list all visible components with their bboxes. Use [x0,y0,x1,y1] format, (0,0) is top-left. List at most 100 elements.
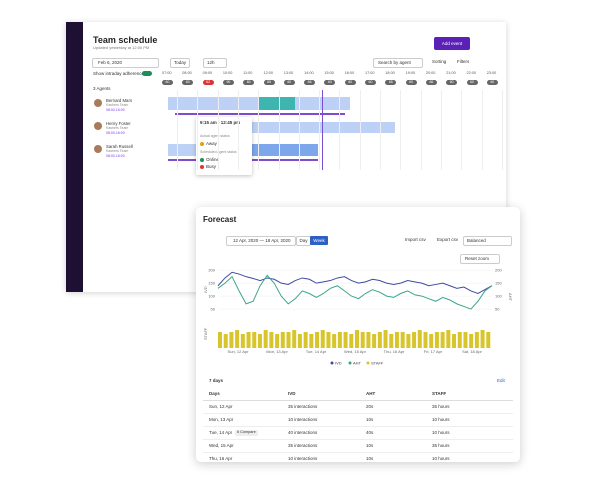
agent-team: Kashers Team [106,149,129,153]
table-rule [203,413,513,414]
staff-bar [377,332,382,348]
agent-hours: 08:00-16:00 [106,108,125,112]
staff-bar [280,332,285,348]
avatar [94,145,102,153]
range-select[interactable]: 12h [203,58,227,68]
agent-hours: 08:00-16:00 [106,154,125,158]
grid-column [440,90,442,170]
count-pill: 60 [365,80,376,85]
staff-bar [417,330,422,348]
hour-label: 22:00 [466,71,477,75]
status-dot [200,165,204,169]
sidebar [66,22,83,292]
table-cell: 35 interactions [288,443,318,448]
grid-column [197,90,199,170]
grid-column [237,90,239,170]
agent-name: Sarah Russell [106,144,133,149]
mode-select[interactable]: Balanced [463,236,512,246]
count-pill: 62 [202,80,214,85]
table-cell: 10s [366,417,374,422]
y2-tick-label: 150 [495,281,502,286]
shift-bar [237,122,395,133]
import-csv[interactable]: Import csv [405,237,426,242]
reset-zoom[interactable]: Reset zoom [460,254,500,264]
staff-bar [218,332,222,348]
table-cell: Mon, 13 Apr [209,417,234,422]
forecast-title: Forecast [203,215,237,224]
staff-bar [349,334,354,348]
table-header: STAFF [432,391,447,396]
hour-label: 14:00 [304,71,314,75]
x-tick-label: Sat, 18 Apr [462,349,482,354]
status-dot [200,158,204,162]
table-header: Days [209,391,220,396]
export-csv[interactable]: Export csv [437,237,459,242]
staff-bar [383,330,388,348]
staff-bar [303,332,308,348]
x-tick-label: Mon, 13 Apr [266,349,288,354]
staff-bar [366,332,371,348]
hour-label: 16:00 [344,71,355,75]
staff-bar [263,330,268,348]
status-popup [196,117,252,175]
staff-bar [412,332,417,348]
legend-marker [366,361,370,365]
x-tick-label: Sun, 12 Apr [228,349,250,354]
count-pill: 60 [283,80,295,85]
count-pill: 60 [243,80,255,85]
table-cell: Sun, 12 Apr [209,404,233,409]
table-cell: 40s [366,430,374,435]
staff-bar [252,332,257,348]
popup-busy: Busy [206,164,217,169]
table-cell: 10s [366,456,374,461]
staff-bar [229,332,234,348]
staff-bar [457,332,462,348]
filters-button[interactable]: Filters [457,59,470,64]
hour-label: 13:00 [283,71,294,75]
staff-bar [269,332,274,348]
table-header: AHT [366,391,376,396]
y2-tick-label: 50 [495,307,500,312]
staff-bar [360,332,365,348]
staff-bar [469,334,474,348]
hour-label: 21:00 [446,71,456,75]
legend-marker [330,361,334,365]
count-pill: 66 [425,80,437,85]
count-pill: 60 [162,80,173,85]
y2-tick-label: 100 [495,294,502,299]
table-edit[interactable]: Edit [497,378,505,383]
table-cell: Tue, 14 Apr [209,430,233,435]
current-time-line [322,90,323,170]
sorting-button[interactable]: Sorting [432,59,447,64]
date-range[interactable]: 12 Apr, 2020 — 18 Apr, 2020 [226,236,296,246]
date-picker[interactable]: Feb 6, 2020 [92,58,159,68]
table-cell: Wed, 15 Apr [209,443,234,448]
today-button[interactable]: Today [170,58,190,68]
y-tick-label: 50 [211,307,216,312]
x-tick-label: Tue, 14 Apr [306,349,327,354]
staff-bar [440,332,445,348]
adherence-line [175,113,345,115]
staff-axis-label: STAFF [203,327,208,340]
hour-label: 07:00 [162,71,172,75]
table-cell: 10 hours [432,430,450,435]
staff-bar [286,332,291,348]
week-button[interactable]: Week [310,236,328,245]
table-cell: 10 interactions [288,417,318,422]
agent-search[interactable]: Search by agent [373,58,423,68]
staff-bar [309,334,314,348]
shift-segment [252,144,318,156]
x-tick-label: Thu, 16 Apr [384,349,405,354]
staff-bar [474,332,479,348]
line-series [217,274,493,310]
popup-actual: Actual agent status [200,134,230,138]
add-event-button[interactable]: Add event [434,37,470,50]
adherence-toggle[interactable] [142,71,152,76]
table-rule [203,465,513,466]
table-rule [203,400,513,401]
table-cell: 10 interactions [288,456,318,461]
grid-column [258,90,260,170]
staff-bar [446,330,451,348]
hour-label: 18:00 [385,71,395,75]
